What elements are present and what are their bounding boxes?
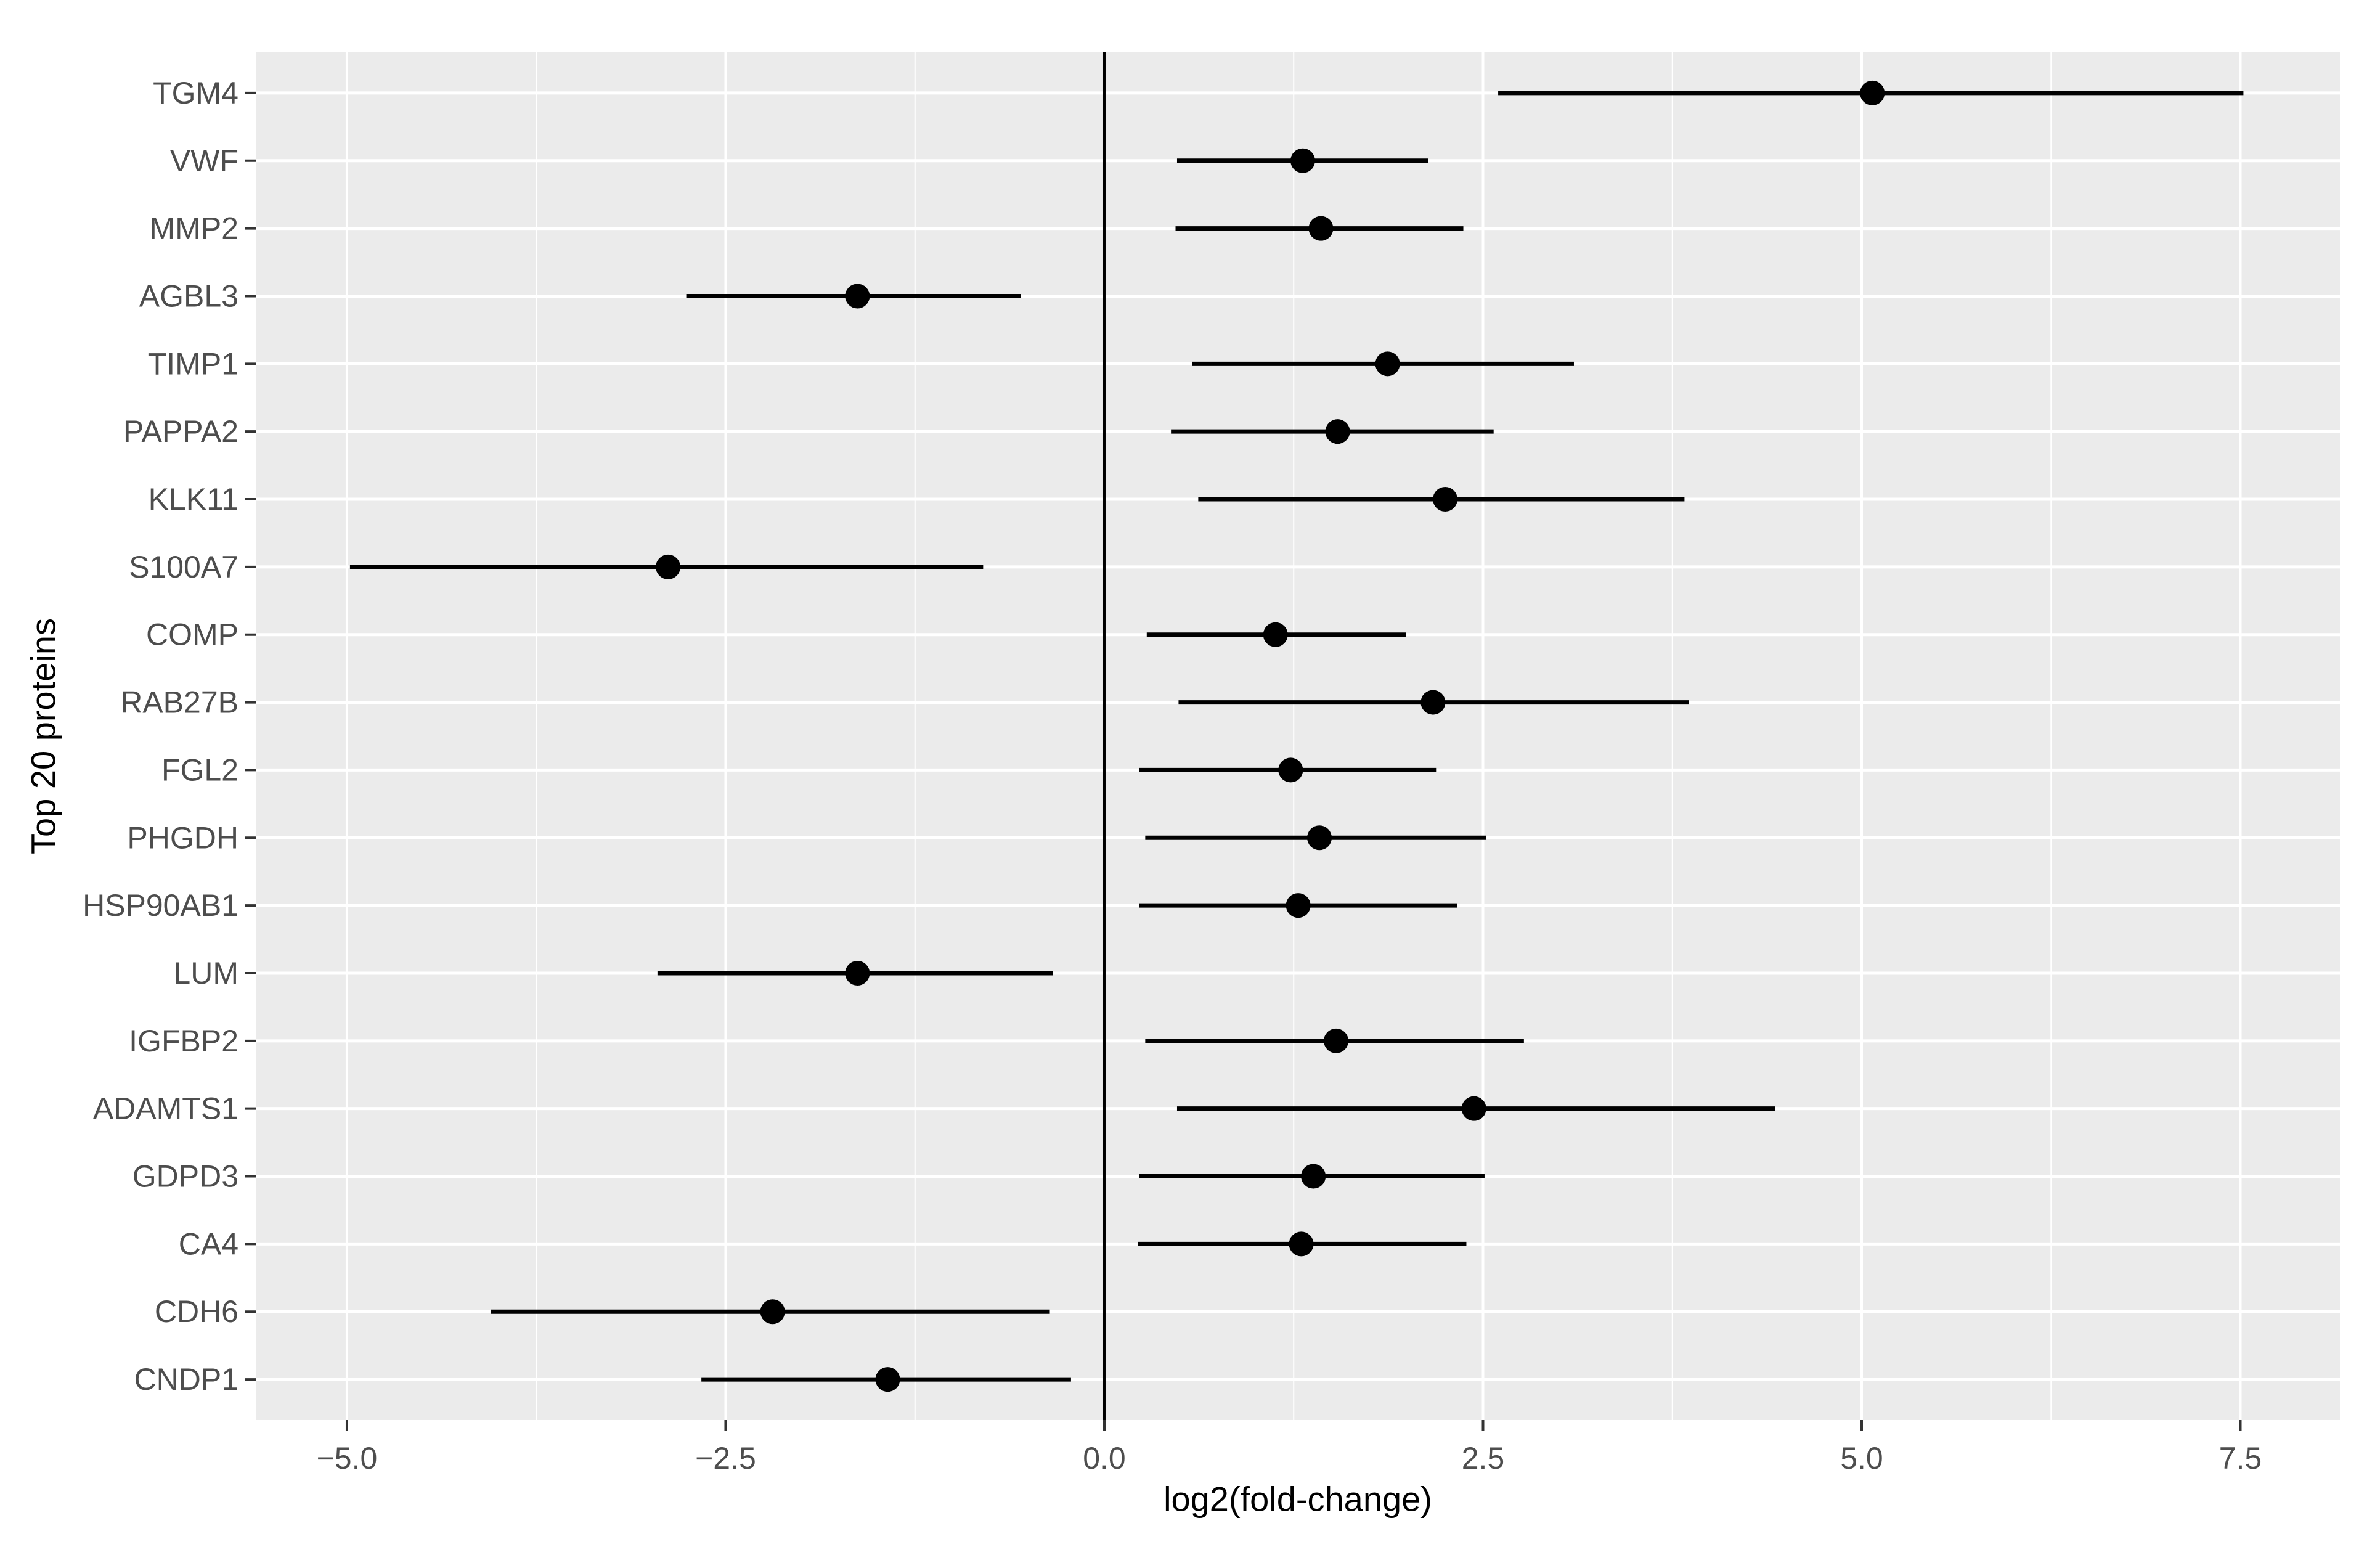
point-dot [1433,487,1458,512]
point-dot [656,554,681,579]
x-axis-tick-label: 5.0 [1840,1441,1883,1476]
point-dot [1461,1096,1486,1121]
point-dot [1324,1028,1349,1053]
x-axis-tick-label: 0.0 [1083,1441,1126,1476]
category-label: CDH6 [155,1294,238,1329]
x-axis-tick-label: 7.5 [2219,1441,2262,1476]
point-dot [1301,1164,1326,1189]
category-label: GDPD3 [132,1159,238,1194]
category-label: CA4 [179,1227,238,1261]
category-label: KLK11 [149,482,238,516]
point-dot [845,960,870,986]
point-dot [760,1299,785,1325]
x-axis-tick-label: −2.5 [695,1441,756,1476]
point-dot [1289,1231,1314,1257]
point-dot [1263,622,1288,647]
category-label: IGFBP2 [129,1024,238,1058]
category-label: MMP2 [150,211,238,246]
point-dot [1307,825,1332,851]
x-axis-tick-label: 2.5 [1462,1441,1505,1476]
point-dot [845,284,870,309]
point-dot [1278,757,1303,783]
category-label: TIMP1 [148,346,238,381]
category-label: S100A7 [129,550,238,584]
category-label: LUM [173,956,238,990]
x-axis-title: log2(fold-change) [1164,1480,1432,1519]
panel-background [256,52,2340,1420]
category-label: PAPPA2 [123,414,238,449]
category-label: COMP [146,618,238,652]
point-dot [1286,893,1311,918]
point-dot [1375,351,1400,377]
category-label: TGM4 [153,76,238,110]
category-label: PHGDH [127,820,238,855]
point-dot [1420,690,1446,715]
category-label: VWF [170,144,238,178]
point-dot [875,1367,900,1392]
point-dot [1860,80,1885,105]
x-axis-tick-label: −5.0 [317,1441,378,1476]
category-label: HSP90AB1 [83,888,238,923]
y-axis-title: Top 20 proteins [24,618,63,854]
point-dot [1325,419,1350,444]
category-label: AGBL3 [139,279,238,313]
category-label: FGL2 [161,753,238,787]
point-dot [1308,216,1334,241]
category-label: ADAMTS1 [93,1092,238,1126]
point-dot [1290,148,1315,173]
category-label: CNDP1 [134,1362,238,1397]
category-label: RAB27B [120,685,238,720]
